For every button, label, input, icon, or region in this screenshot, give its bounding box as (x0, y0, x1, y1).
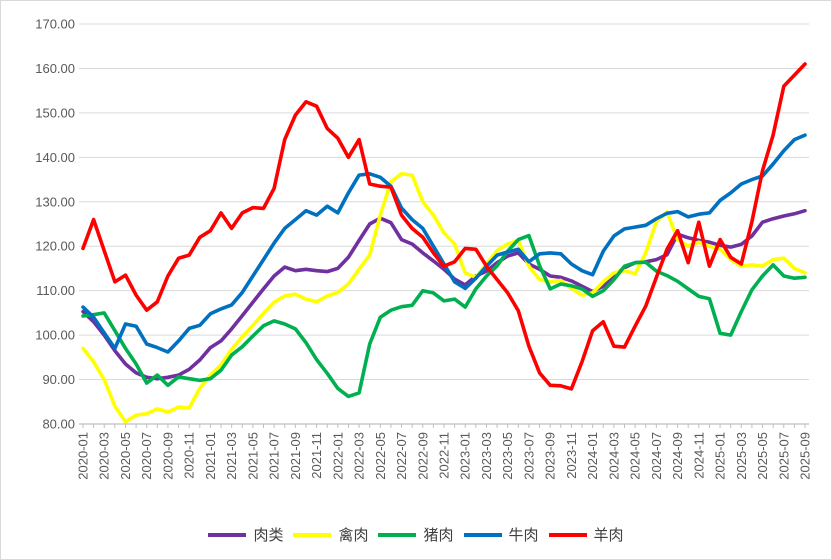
x-axis-label: 2023-11 (564, 432, 579, 479)
x-axis-label: 2021-11 (309, 432, 324, 479)
legend-label-pork: 猪肉 (423, 527, 454, 544)
x-axis-label: 2020-07 (139, 432, 154, 480)
x-axis-label: 2022-11 (437, 432, 452, 479)
legend-label-mutton: 羊肉 (593, 527, 624, 544)
x-axis-label: 2021-09 (288, 432, 303, 480)
legend-swatch-beef (463, 532, 502, 537)
x-axis-label: 2024-09 (670, 432, 685, 480)
x-axis-label: 2022-05 (373, 432, 388, 480)
x-axis-label: 2021-05 (245, 432, 260, 480)
y-axis-label: 150.00 (35, 105, 75, 120)
y-axis-label: 130.00 (35, 194, 75, 209)
x-axis-label: 2022-09 (415, 432, 430, 480)
x-axis-label: 2021-03 (224, 432, 239, 480)
x-axis-label: 2020-05 (118, 432, 133, 480)
x-axis-label: 2025-09 (798, 432, 813, 480)
legend-label-poultry: 禽肉 (338, 527, 369, 544)
x-axis-label: 2024-03 (606, 432, 621, 480)
y-axis-label: 100.00 (35, 328, 75, 343)
x-axis-label: 2025-01 (713, 432, 728, 480)
series-line-meat (81, 208, 807, 381)
x-axis-label: 2023-09 (543, 432, 558, 480)
legend-item-meat: 肉类 (208, 524, 283, 545)
y-axis-label: 110.00 (36, 283, 75, 298)
legend-swatch-meat (208, 532, 247, 537)
legend-swatch-pork (378, 532, 417, 537)
y-axis-label: 160.00 (35, 61, 75, 76)
x-axis-label: 2023-05 (500, 432, 515, 480)
series-line-mutton (81, 62, 807, 391)
x-axis-label: 2022-07 (394, 432, 409, 480)
x-axis-label: 2024-11 (691, 432, 706, 479)
x-axis-label: 2022-01 (330, 432, 345, 480)
y-axis-label: 120.00 (35, 239, 75, 254)
legend-item-poultry: 禽肉 (293, 524, 368, 545)
legend-swatch-mutton (548, 532, 587, 537)
x-axis-label: 2025-03 (734, 432, 749, 480)
legend-swatch-poultry (293, 532, 332, 537)
y-axis-label: 140.00 (35, 150, 75, 165)
legend-label-meat: 肉类 (253, 527, 284, 544)
x-axis-label: 2023-01 (458, 432, 473, 480)
legend-label-beef: 牛肉 (508, 527, 539, 544)
x-axis-label: 2022-03 (352, 432, 367, 480)
x-axis-label: 2024-01 (585, 432, 600, 480)
line-chart: 170.00 160.00 150.00 140.00 130.00 120.00 110.… (35, 17, 813, 480)
legend-item-pork: 猪肉 (378, 524, 454, 545)
x-axis-label: 2025-05 (755, 432, 770, 480)
x-axis-label: 2023-07 (521, 432, 536, 480)
x-axis-label: 2024-07 (649, 432, 664, 480)
x-axis-label: 2020-09 (160, 432, 175, 480)
y-axis-label: 80.00 (42, 417, 75, 432)
series-line-pork (81, 233, 807, 399)
legend-item-mutton: 羊肉 (548, 524, 624, 545)
chart-legend: 肉类 禽肉 猪肉 牛肉 羊肉 (1, 524, 831, 545)
y-axis-label: 170.00 (35, 17, 75, 32)
legend-item-beef: 牛肉 (463, 524, 539, 545)
y-axis-label: 90.00 (42, 372, 75, 387)
x-axis-label: 2025-07 (776, 432, 791, 480)
series-line-poultry (81, 172, 807, 424)
x-axis-label: 2024-05 (628, 432, 643, 480)
x-axis-label: 2020-11 (182, 432, 197, 479)
x-axis-label: 2021-07 (267, 432, 282, 480)
x-axis-label: 2021-01 (203, 432, 218, 480)
x-axis-label: 2023-03 (479, 432, 494, 480)
x-axis-label: 2020-03 (97, 432, 112, 480)
x-axis-label: 2020-01 (76, 432, 91, 480)
